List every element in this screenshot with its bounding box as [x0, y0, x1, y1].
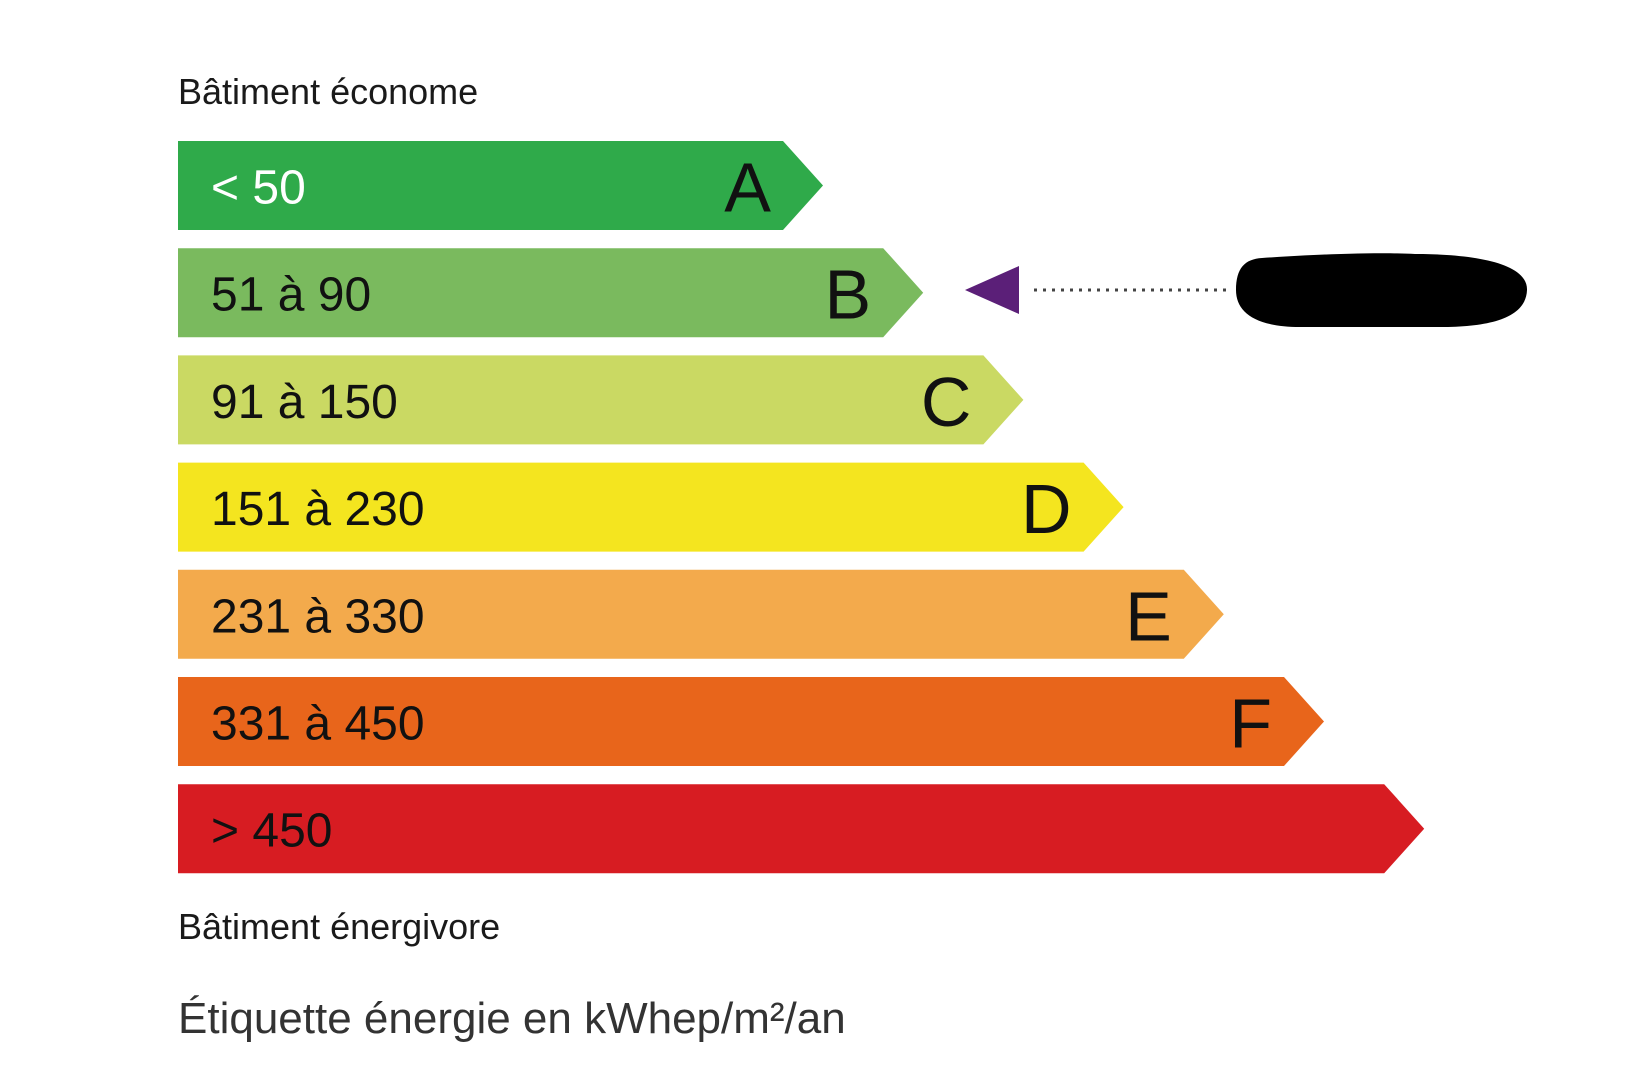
bottom-label: Bâtiment énergivore: [178, 906, 500, 947]
bar-range-label: 331 à 450: [211, 698, 425, 751]
bar-class-letter: C: [921, 363, 972, 441]
bar-shape: [178, 677, 1324, 766]
bar-range-label: > 450: [211, 805, 332, 858]
bar-class-letter: F: [1229, 685, 1272, 763]
bar-f: 331 à 450 F: [178, 677, 1324, 766]
top-label: Bâtiment économe: [178, 71, 478, 112]
redacted-value-blob: [1236, 253, 1528, 327]
bar-range-label: < 50: [211, 162, 306, 215]
bar-range-label: 151 à 230: [211, 483, 425, 536]
bar-g: > 450: [178, 784, 1425, 874]
bar-a: < 50 A: [178, 141, 823, 230]
bar-range-label: 91 à 150: [211, 376, 398, 429]
bar-class-letter: B: [824, 256, 871, 334]
bar-class-letter: A: [724, 149, 771, 227]
bar-shape: [178, 462, 1124, 552]
bar-e: 231 à 330 E: [178, 569, 1224, 659]
caption: Étiquette énergie en kWhep/m²/an: [178, 994, 846, 1043]
indicator-arrow-icon: [965, 266, 1019, 314]
bar-class-letter: D: [1021, 470, 1072, 548]
bar-shape: [178, 355, 1024, 445]
bars-group: < 50 A 51 à 90 B 91 à 150 C 151 à 230 D 231 à 33…: [178, 141, 1425, 874]
bar-shape: [178, 141, 823, 230]
bar-b: 51 à 90 B: [178, 248, 924, 338]
bar-range-label: 51 à 90: [211, 269, 371, 322]
bar-c: 91 à 150 C: [178, 355, 1024, 445]
rating-indicator: [965, 253, 1528, 327]
bar-shape: [178, 784, 1425, 874]
bar-class-letter: E: [1125, 577, 1172, 655]
bar-d: 151 à 230 D: [178, 462, 1124, 552]
bar-shape: [178, 569, 1224, 659]
bar-range-label: 231 à 330: [211, 590, 425, 643]
bar-shape: [178, 248, 924, 338]
